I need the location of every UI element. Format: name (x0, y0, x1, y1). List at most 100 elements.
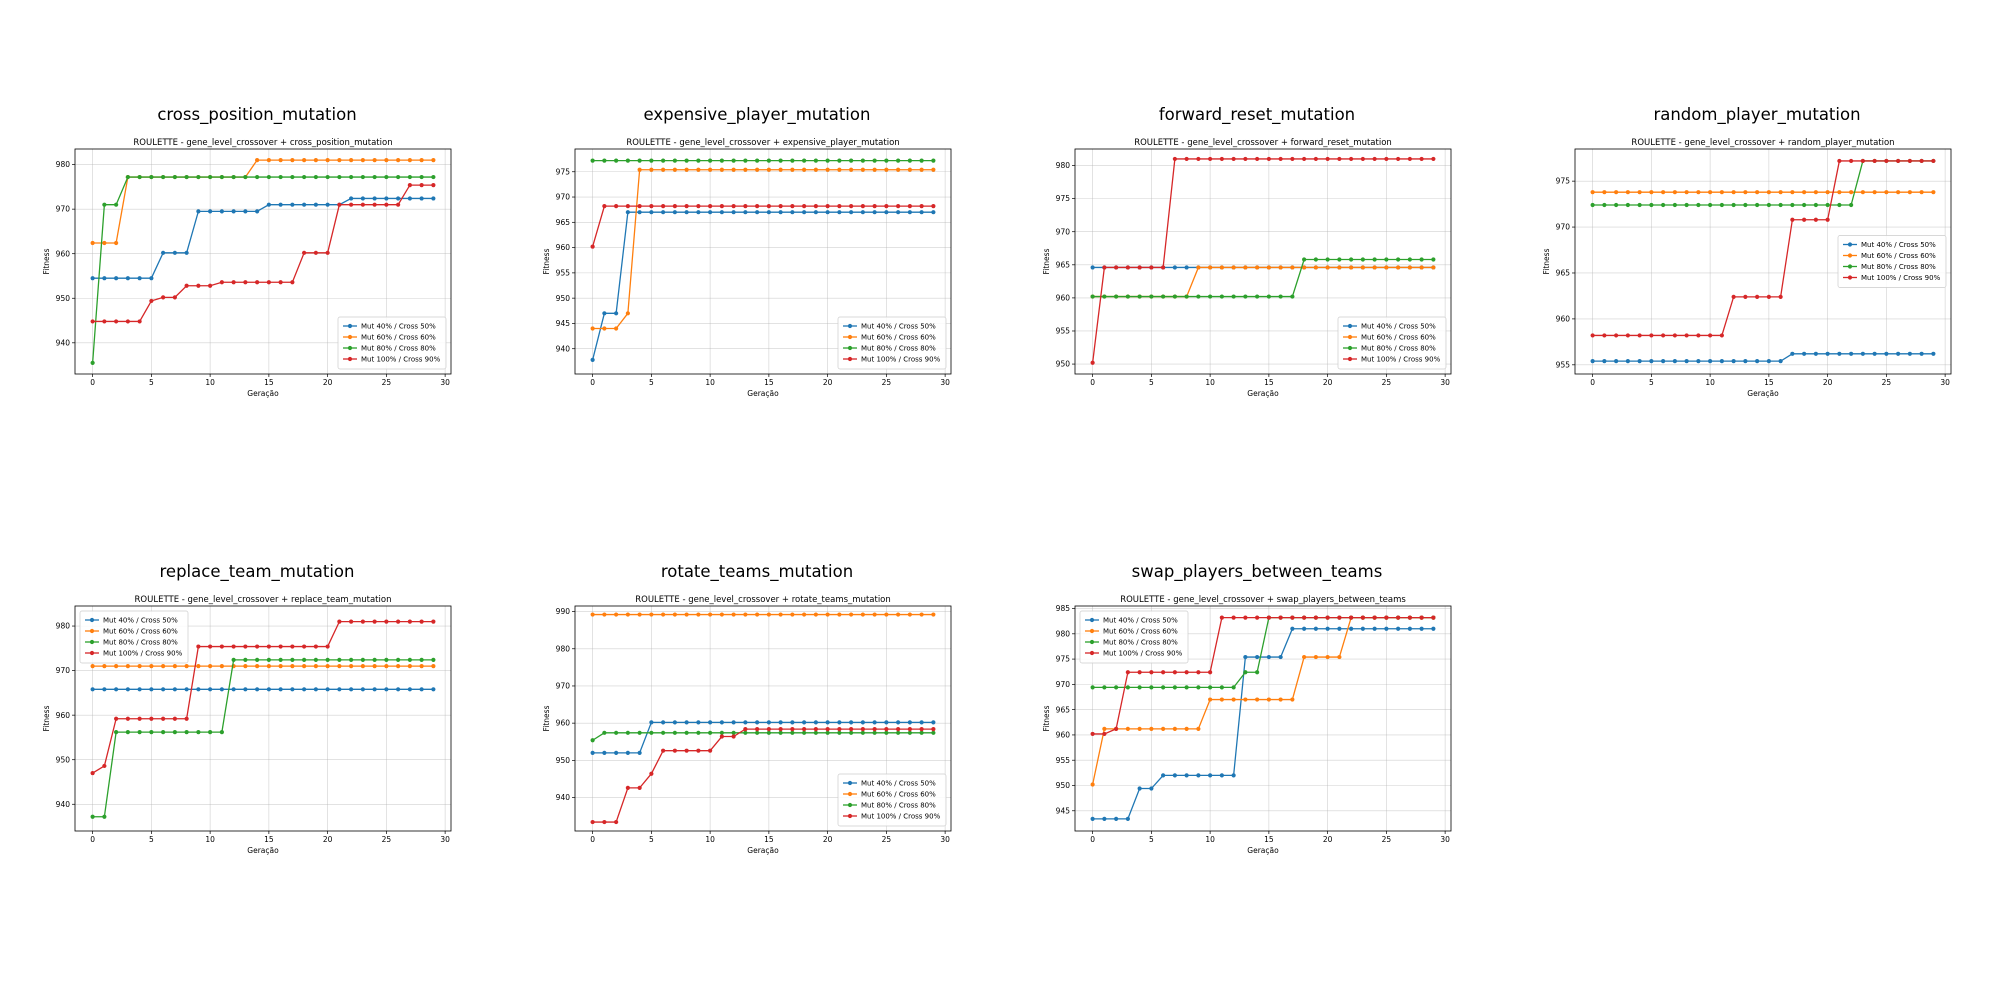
data-point (161, 295, 166, 300)
data-point (384, 158, 389, 163)
data-point (590, 738, 595, 743)
data-point (431, 687, 436, 692)
data-point (1172, 773, 1177, 778)
series-line (1592, 353, 1934, 362)
data-point (614, 612, 619, 617)
data-point (731, 612, 736, 617)
data-point (1672, 190, 1677, 195)
data-point (1090, 731, 1095, 737)
data-point (1766, 359, 1771, 364)
data-point (1407, 156, 1412, 162)
data-point (149, 687, 154, 692)
data-point (114, 729, 119, 735)
data-point (602, 612, 607, 617)
data-point (1778, 294, 1783, 299)
y-tick-label: 950 (56, 294, 71, 303)
data-point (884, 158, 889, 163)
data-point (290, 687, 295, 692)
data-point (313, 174, 318, 180)
data-point (360, 202, 365, 207)
data-point (1602, 202, 1607, 208)
data-point (196, 283, 201, 288)
data-point (1755, 202, 1760, 208)
data-point (149, 716, 154, 721)
data-point (396, 158, 401, 163)
y-axis-label: Fitness (42, 248, 51, 274)
data-point (114, 319, 119, 324)
data-point (766, 726, 771, 732)
data-point (637, 210, 642, 215)
x-tick-label: 10 (1705, 378, 1715, 387)
data-point (360, 619, 365, 624)
y-tick-label: 980 (1056, 629, 1071, 638)
data-point (396, 664, 401, 669)
data-point (1431, 626, 1436, 631)
data-point (372, 664, 377, 669)
data-point (431, 174, 436, 180)
data-point (1231, 697, 1236, 702)
data-point (219, 209, 224, 214)
data-point (1325, 265, 1330, 270)
data-point (1149, 786, 1154, 791)
data-point (1684, 202, 1689, 208)
data-point (290, 664, 295, 669)
data-point (266, 280, 271, 285)
data-point (184, 174, 189, 180)
data-point (1196, 265, 1201, 270)
data-point (625, 204, 630, 209)
panel-title: replace_team_mutation (159, 562, 355, 581)
data-point (1684, 190, 1689, 195)
data-point (661, 210, 666, 215)
data-point (1813, 190, 1818, 195)
data-point (825, 726, 830, 732)
data-point (90, 770, 95, 776)
data-point (396, 619, 401, 624)
data-point (1407, 265, 1412, 270)
data-point (1590, 202, 1595, 208)
data-point (1602, 333, 1607, 338)
data-point (1661, 333, 1666, 338)
data-point (919, 720, 924, 725)
data-point (1661, 190, 1666, 195)
y-tick-label: 940 (56, 338, 71, 347)
axes-title: ROULETTE - gene_level_crossover + expens… (626, 138, 899, 148)
plot-frame (1574, 148, 1952, 375)
data-point (755, 720, 760, 725)
data-point (349, 196, 354, 201)
data-point (1125, 816, 1130, 821)
data-point (1337, 626, 1342, 631)
data-point (684, 612, 689, 617)
data-point (1837, 158, 1842, 164)
data-point (649, 204, 654, 209)
data-point (1919, 158, 1924, 164)
data-point (637, 785, 642, 790)
data-point (1625, 202, 1630, 208)
data-point (325, 158, 330, 163)
data-point (302, 174, 307, 180)
data-point (1931, 158, 1936, 164)
data-point (1896, 351, 1901, 356)
data-point (419, 158, 424, 163)
data-point (349, 174, 354, 180)
x-tick-label: 20 (823, 378, 833, 387)
data-point (1302, 654, 1307, 660)
data-point (1184, 265, 1189, 270)
data-point (614, 750, 619, 756)
data-point (731, 204, 736, 209)
data-point (719, 730, 724, 735)
data-point (778, 210, 783, 215)
data-point (431, 158, 436, 163)
data-point (708, 730, 713, 735)
data-point (672, 167, 677, 172)
legend-marker (847, 802, 853, 808)
data-point (1184, 294, 1189, 299)
legend-label: Mut 60% / Cross 60% (1361, 334, 1436, 342)
data-point (1860, 190, 1865, 195)
legend-marker (347, 356, 353, 362)
data-point (1349, 265, 1354, 270)
data-point (919, 726, 924, 732)
data-point (1625, 333, 1630, 338)
data-point (149, 276, 154, 281)
data-point (1396, 626, 1401, 631)
data-point (766, 730, 771, 735)
